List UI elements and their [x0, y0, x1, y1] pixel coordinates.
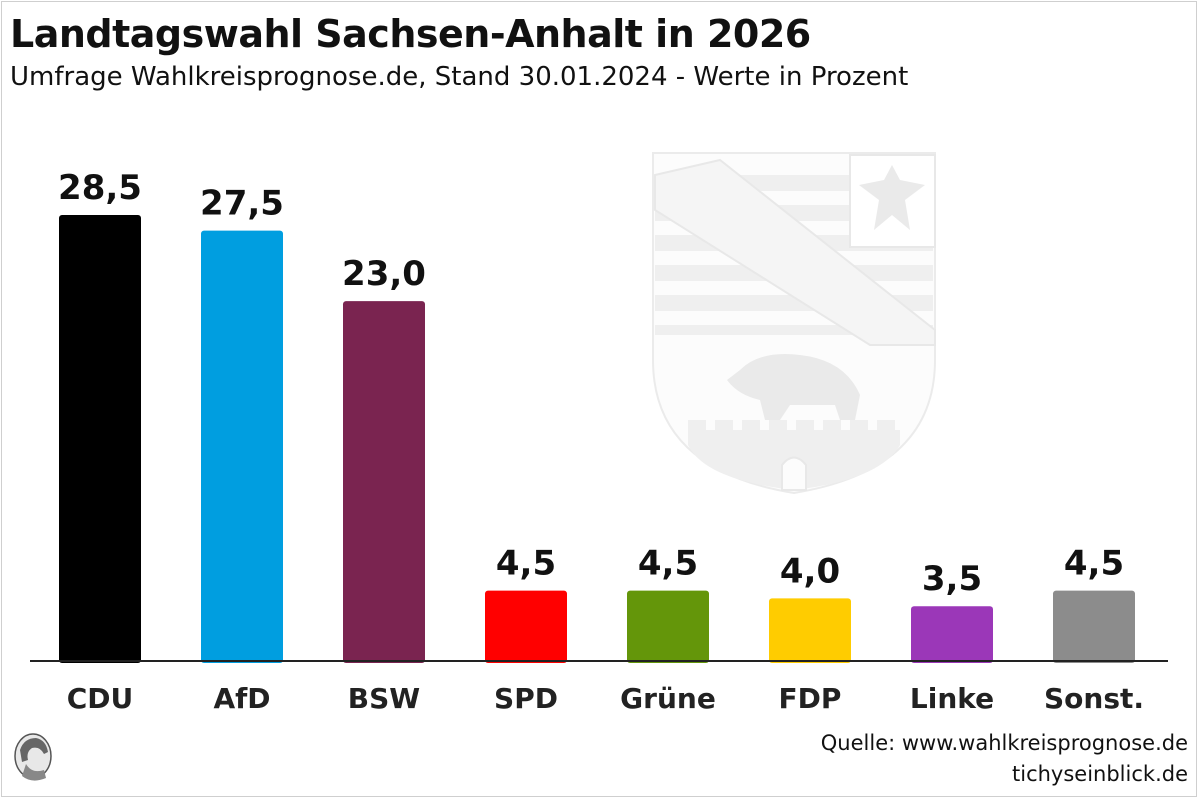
source-link[interactable]: Quelle: www.wahlkreisprognose.de [820, 731, 1188, 755]
category-label: BSW [348, 682, 421, 715]
publisher-name: tichyseinblick.de [1012, 762, 1188, 786]
chart-title: Landtagswahl Sachsen-Anhalt in 2026 [10, 12, 811, 56]
bar-linke [911, 606, 993, 663]
bar-fdp [769, 598, 851, 663]
value-label: 28,5 [58, 168, 142, 208]
category-label: Sonst. [1044, 682, 1144, 715]
value-label: 4,5 [638, 544, 698, 584]
value-label: 4,5 [496, 544, 556, 584]
bar-grne [627, 590, 709, 663]
value-label: 27,5 [200, 184, 284, 224]
category-label: FDP [779, 682, 842, 715]
category-label: SPD [494, 682, 558, 715]
bar-sonst [1053, 590, 1135, 663]
category-label: CDU [67, 682, 134, 715]
value-label: 4,0 [780, 551, 840, 591]
coat-of-arms-icon [652, 152, 936, 495]
bar-spd [485, 590, 567, 663]
bar-cdu [59, 215, 141, 663]
chart-subtitle: Umfrage Wahlkreisprognose.de, Stand 30.0… [10, 62, 909, 92]
category-label: Grüne [620, 682, 716, 715]
value-label: 23,0 [342, 254, 426, 294]
bar-afd [201, 230, 283, 664]
source-note: Quelle: www.wahlkreisprognose.de tichyse… [821, 728, 1188, 790]
value-label: 3,5 [922, 559, 982, 599]
category-label: Linke [910, 682, 994, 715]
bar-bsw [343, 301, 425, 663]
publisher-logo-icon [14, 733, 52, 781]
category-label: AfD [213, 682, 270, 715]
value-label: 4,5 [1064, 544, 1124, 584]
